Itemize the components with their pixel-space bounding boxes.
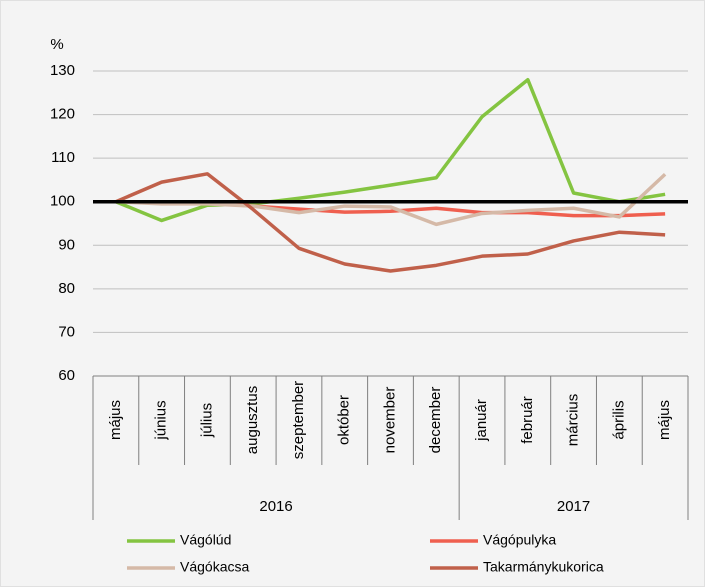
y-tick-label: 80 (58, 280, 75, 297)
year-label: 2017 (557, 498, 590, 515)
x-tick-label: június (153, 400, 170, 440)
x-tick-label: május (107, 400, 124, 440)
legend-label: Vágókacsa (180, 559, 249, 575)
y-tick-label: 100 (50, 193, 75, 210)
y-tick-label: 70 (58, 323, 75, 340)
legend-label: Vágópulyka (483, 532, 556, 548)
x-tick-label: április (610, 400, 627, 439)
y-tick-label: 120 (50, 106, 75, 123)
series-line (115, 172, 666, 273)
x-tick-label: október (336, 395, 353, 445)
y-tick-label: 60 (58, 367, 75, 384)
x-tick-label: március (565, 394, 582, 447)
year-label: 2016 (259, 498, 292, 515)
x-tick-label: január (473, 399, 490, 442)
legend-label: Takarmánykukorica (483, 559, 604, 575)
x-tick-label: november (381, 387, 398, 454)
x-tick-label: szeptember (290, 381, 307, 459)
y-axis-label: % (50, 36, 63, 53)
series-line (115, 172, 667, 227)
y-tick-label: 90 (58, 236, 75, 253)
y-tick-label: 110 (51, 149, 75, 166)
y-tick-label: 130 (50, 62, 75, 79)
x-tick-label: december (427, 387, 444, 454)
x-tick-label: augusztus (244, 386, 261, 454)
x-tick-label: július (198, 403, 215, 438)
legend-label: Vágólúd (180, 532, 231, 548)
x-tick-label: február (519, 396, 536, 444)
x-tick-label: május (656, 400, 673, 440)
